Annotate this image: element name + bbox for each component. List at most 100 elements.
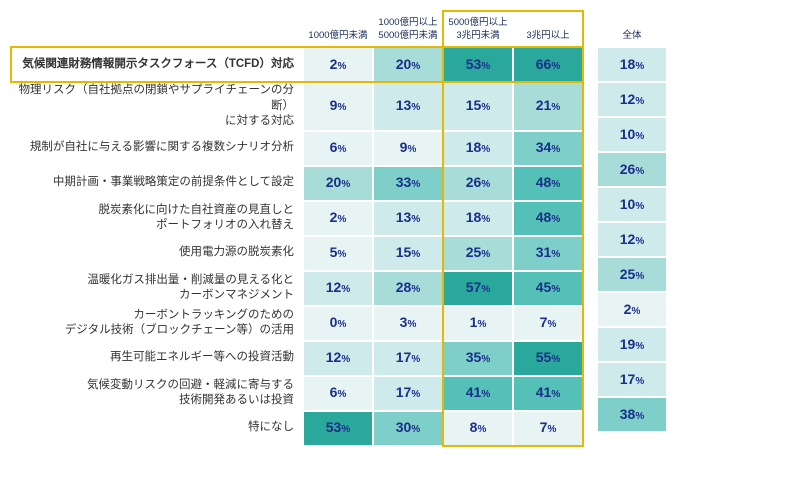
heatmap-cell: 35% xyxy=(444,342,512,375)
heatmap-cell: 38% xyxy=(598,398,666,431)
heatmap-cell: 31% xyxy=(514,237,582,270)
row-label: 脱炭素化に向けた自社資産の見直しと ポートフォリオの入れ替え xyxy=(12,202,302,235)
cell-value: 7% xyxy=(540,314,557,330)
heatmap-cell: 2% xyxy=(304,202,372,235)
cell-value: 34% xyxy=(536,139,560,155)
heatmap-cell: 6% xyxy=(304,132,372,165)
cell-value: 2% xyxy=(330,56,347,72)
cell-value: 13% xyxy=(396,97,420,113)
cell-value: 12% xyxy=(326,279,350,295)
table-row: 中期計画・事業戦略策定の前提条件として設定 20% 33% 26% 48% xyxy=(12,167,582,200)
cell-value: 18% xyxy=(620,56,644,72)
cell-value: 66% xyxy=(536,56,560,72)
cell-value: 1% xyxy=(470,314,487,330)
heatmap-cell: 12% xyxy=(304,272,372,305)
total-header: 全体 xyxy=(598,12,666,46)
cell-value: 17% xyxy=(620,371,644,387)
cell-value: 20% xyxy=(326,174,350,190)
total-row: 18% xyxy=(598,48,666,81)
cell-value: 18% xyxy=(466,209,490,225)
column-header: 1000億円以上 5000億円未満 xyxy=(374,12,442,46)
cell-value: 10% xyxy=(620,126,644,142)
cell-value: 6% xyxy=(330,139,347,155)
total-row: 25% xyxy=(598,258,666,291)
heatmap-cell: 8% xyxy=(444,412,512,445)
cell-value: 12% xyxy=(620,231,644,247)
table-row: 再生可能エネルギー等への投資活動12%17%35%55% xyxy=(12,342,582,375)
cell-value: 35% xyxy=(466,349,490,365)
heatmap-cell: 2% xyxy=(304,48,372,81)
total-row: 12% xyxy=(598,83,666,116)
heatmap-cell: 48% xyxy=(514,202,582,235)
heatmap-cell: 25% xyxy=(598,258,666,291)
heatmap-cell: 10% xyxy=(598,188,666,221)
cell-value: 2% xyxy=(330,209,347,225)
cell-value: 17% xyxy=(396,349,420,365)
heatmap-cell: 28% xyxy=(374,272,442,305)
cell-value: 12% xyxy=(620,91,644,107)
heatmap-cell: 33% xyxy=(374,167,442,200)
row-label: 気候関連財務情報開示タスクフォース（TCFD）対応 xyxy=(12,48,302,81)
table-row: 規制が自社に与える影響に関する複数シナリオ分析6%9%18%34% xyxy=(12,132,582,165)
column-header: 1000億円未満 xyxy=(304,12,372,46)
heatmap-cell: 30% xyxy=(374,412,442,445)
heatmap-cell: 18% xyxy=(598,48,666,81)
cell-value: 48% xyxy=(536,174,560,190)
cell-value: 0% xyxy=(330,314,347,330)
table-row: 脱炭素化に向けた自社資産の見直しと ポートフォリオの入れ替え 2% 13% 18% 48… xyxy=(12,202,582,235)
heatmap-cell: 26% xyxy=(598,153,666,186)
cell-value: 18% xyxy=(466,139,490,155)
total-row: 10% xyxy=(598,188,666,221)
heatmap-cell: 20% xyxy=(304,167,372,200)
cell-value: 33% xyxy=(396,174,420,190)
heatmap-cell: 13% xyxy=(374,202,442,235)
total-row: 17% xyxy=(598,363,666,396)
cell-value: 30% xyxy=(396,419,420,435)
table-row: 物理リスク（自社拠点の閉鎖やサプライチェーンの分断） に対する対応9% 13% 15… xyxy=(12,83,582,130)
row-label: 温暖化ガス排出量・削減量の見える化と カーボンマネジメント xyxy=(12,272,302,305)
total-row: 19% xyxy=(598,328,666,361)
heatmap-cell: 9% xyxy=(304,83,372,130)
row-label: 再生可能エネルギー等への投資活動 xyxy=(12,342,302,375)
heatmap-cell: 53% xyxy=(444,48,512,81)
cell-value: 3% xyxy=(400,314,417,330)
cell-value: 15% xyxy=(466,97,490,113)
heatmap-cell: 26% xyxy=(444,167,512,200)
row-label: 中期計画・事業戦略策定の前提条件として設定 xyxy=(12,167,302,200)
table-row: 気候関連財務情報開示タスクフォース（TCFD）対応2%20%53%66% xyxy=(12,48,582,81)
cell-value: 38% xyxy=(620,406,644,422)
heatmap-cell: 3% xyxy=(374,307,442,340)
cell-value: 53% xyxy=(466,56,490,72)
heatmap-cell: 21% xyxy=(514,83,582,130)
cell-value: 31% xyxy=(536,244,560,260)
total-row: 38% xyxy=(598,398,666,431)
cell-value: 15% xyxy=(396,244,420,260)
heatmap-cell: 6% xyxy=(304,377,372,410)
heatmap-cell: 15% xyxy=(444,83,512,130)
row-label: 物理リスク（自社拠点の閉鎖やサプライチェーンの分断） に対する対応 xyxy=(12,83,302,130)
heatmap-cell: 0% xyxy=(304,307,372,340)
heatmap-cell: 7% xyxy=(514,307,582,340)
heatmap-cell: 17% xyxy=(598,363,666,396)
cell-value: 41% xyxy=(536,384,560,400)
heatmap-cell: 7% xyxy=(514,412,582,445)
total-row: 2% xyxy=(598,293,666,326)
table-row: 温暖化ガス排出量・削減量の見える化と カーボンマネジメント 12% 28%57%45… xyxy=(12,272,582,305)
row-label: 使用電力源の脱炭素化 xyxy=(12,237,302,270)
table-row: 使用電力源の脱炭素化5%15%25%31% xyxy=(12,237,582,270)
cell-value: 7% xyxy=(540,419,557,435)
total-row: 12% xyxy=(598,223,666,256)
cell-value: 8% xyxy=(470,419,487,435)
heatmap-cell: 1% xyxy=(444,307,512,340)
heatmap-cell: 25% xyxy=(444,237,512,270)
heatmap-cell: 45% xyxy=(514,272,582,305)
total-table: 全体 18%12%10%26%10%12%25%2%19%17%38% xyxy=(596,10,668,433)
cell-value: 17% xyxy=(396,384,420,400)
column-header: 3兆円以上 xyxy=(514,12,582,46)
heatmap-cell: 57% xyxy=(444,272,512,305)
row-label: 特になし xyxy=(12,412,302,445)
heatmap-cell: 13% xyxy=(374,83,442,130)
heatmap-cell: 18% xyxy=(444,202,512,235)
table-wrap: 1000億円未満1000億円以上 5000億円未満5000億円以上 3兆円未満3… xyxy=(10,10,668,447)
cell-value: 25% xyxy=(620,266,644,282)
